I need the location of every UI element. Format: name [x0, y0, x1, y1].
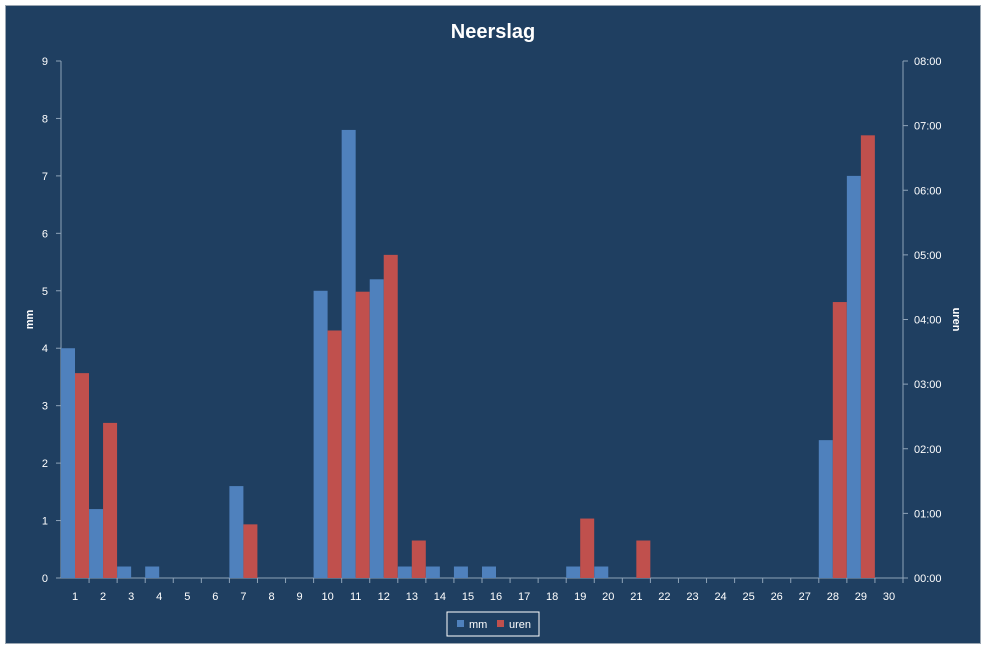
bar-mm [369, 279, 384, 578]
bar-mm [229, 486, 244, 578]
x-tick-label: 2 [100, 591, 106, 603]
bar-uren [327, 330, 342, 578]
chart-title: Neerslag [451, 21, 536, 43]
x-tick-label: 13 [406, 591, 418, 603]
y2-tick-label: 02:00 [914, 444, 942, 456]
y2-tick-label: 04:00 [914, 315, 942, 327]
bar-uren [580, 518, 595, 578]
bar-uren [75, 373, 89, 578]
x-tick-label: 24 [714, 591, 726, 603]
y-tick-label: 4 [42, 343, 48, 355]
bars [61, 129, 875, 578]
x-tick-label: 22 [658, 591, 670, 603]
y2-tick-label: 03:00 [914, 379, 942, 391]
y2-tick-label: 07:00 [914, 121, 942, 133]
bar-mm [397, 566, 412, 578]
x-tick-label: 29 [855, 591, 867, 603]
bar-mm [594, 566, 609, 578]
x-tick-label: 5 [184, 591, 190, 603]
bar-uren [243, 524, 258, 578]
x-tick-label: 9 [297, 591, 303, 603]
bar-mm [425, 566, 440, 578]
x-tick-label: 4 [156, 591, 162, 603]
legend-entry: mm [469, 619, 487, 631]
bar-mm [61, 348, 75, 578]
x-tick-label: 3 [128, 591, 134, 603]
y-tick-label: 3 [42, 401, 48, 413]
x-tick-label: 25 [743, 591, 755, 603]
x-tick-label: 10 [322, 591, 334, 603]
bar-mm [846, 175, 861, 578]
x-tick-label: 8 [268, 591, 274, 603]
y-tick-label: 8 [42, 113, 48, 125]
bar-mm [453, 566, 468, 578]
x-tick-label: 7 [240, 591, 246, 603]
bar-mm [89, 509, 104, 578]
x-tick-label: 12 [378, 591, 390, 603]
bar-uren [832, 302, 847, 578]
legend: mm uren [446, 611, 540, 637]
y-tick-label: 7 [42, 171, 48, 183]
y2-tick-label: 05:00 [914, 250, 942, 262]
x-tick-label: 26 [771, 591, 783, 603]
x-tick-label: 23 [686, 591, 698, 603]
x-tick-label: 14 [434, 591, 446, 603]
x-tick-label: 27 [799, 591, 811, 603]
x-tick-label: 21 [630, 591, 642, 603]
y-tick-label: 6 [42, 228, 48, 240]
bar-uren [103, 422, 118, 578]
bar-mm [313, 290, 328, 578]
x-tick-label: 16 [490, 591, 502, 603]
x-tick-label: 15 [462, 591, 474, 603]
bar-mm [145, 566, 160, 578]
legend-swatch [497, 620, 504, 627]
y-tick-label: 5 [42, 286, 48, 298]
legend-entry: uren [509, 619, 531, 631]
x-tick-label: 30 [883, 591, 895, 603]
x-tick-label: 28 [827, 591, 839, 603]
y-tick-label: 1 [42, 516, 48, 528]
bar-mm [117, 566, 132, 578]
y-tick-label: 9 [42, 56, 48, 68]
y2-tick-label: 01:00 [914, 508, 942, 520]
bar-uren [383, 254, 398, 578]
bar-uren [860, 135, 875, 578]
x-tick-label: 6 [212, 591, 218, 603]
bar-uren [355, 291, 370, 578]
y2-axis-label: uren [950, 308, 962, 332]
x-tick-label: 19 [574, 591, 586, 603]
y2-tick-label: 00:00 [914, 573, 942, 585]
y-tick-label: 2 [42, 458, 48, 470]
axes [56, 60, 908, 583]
chart-frame [5, 5, 981, 644]
bar-mm [482, 566, 496, 578]
x-tick-label: 20 [602, 591, 614, 603]
tick-labels: 012345678900:0001:0002:0003:0004:0005:00… [42, 56, 942, 603]
y-tick-label: 0 [42, 573, 48, 585]
legend-box [446, 611, 540, 637]
bar-mm [341, 129, 356, 578]
bar-uren [636, 540, 651, 578]
y2-tick-label: 08:00 [914, 56, 942, 68]
bar-uren [411, 540, 426, 578]
y-axis-label: mm [24, 310, 36, 330]
bar-mm [818, 440, 833, 578]
x-tick-label: 18 [546, 591, 558, 603]
x-tick-label: 11 [350, 591, 361, 603]
bar-mm [566, 566, 581, 578]
x-tick-label: 1 [72, 591, 78, 603]
legend-swatch [457, 620, 464, 627]
x-tick-label: 17 [518, 591, 530, 603]
y2-tick-label: 06:00 [914, 185, 942, 197]
